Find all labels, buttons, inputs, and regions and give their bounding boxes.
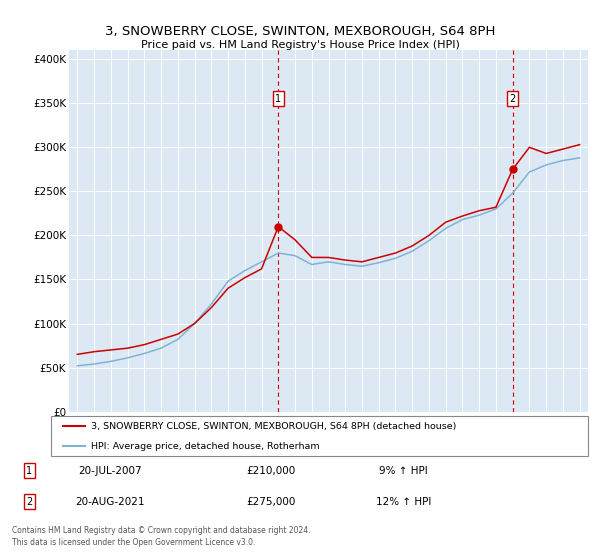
FancyBboxPatch shape bbox=[51, 416, 588, 456]
Text: 20-AUG-2021: 20-AUG-2021 bbox=[75, 497, 145, 507]
Text: 3, SNOWBERRY CLOSE, SWINTON, MEXBOROUGH, S64 8PH (detached house): 3, SNOWBERRY CLOSE, SWINTON, MEXBOROUGH,… bbox=[91, 422, 457, 431]
Text: 12% ↑ HPI: 12% ↑ HPI bbox=[376, 497, 431, 507]
Text: 9% ↑ HPI: 9% ↑ HPI bbox=[379, 466, 428, 476]
Text: Price paid vs. HM Land Registry's House Price Index (HPI): Price paid vs. HM Land Registry's House … bbox=[140, 40, 460, 50]
Text: 1: 1 bbox=[26, 466, 32, 476]
Text: Contains HM Land Registry data © Crown copyright and database right 2024.
This d: Contains HM Land Registry data © Crown c… bbox=[12, 526, 311, 547]
Text: 2: 2 bbox=[26, 497, 32, 507]
Text: HPI: Average price, detached house, Rotherham: HPI: Average price, detached house, Roth… bbox=[91, 442, 320, 451]
Text: 1: 1 bbox=[275, 94, 281, 104]
Text: 2: 2 bbox=[509, 94, 516, 104]
Text: 3, SNOWBERRY CLOSE, SWINTON, MEXBOROUGH, S64 8PH: 3, SNOWBERRY CLOSE, SWINTON, MEXBOROUGH,… bbox=[105, 25, 495, 38]
Text: 20-JUL-2007: 20-JUL-2007 bbox=[78, 466, 142, 476]
Text: £210,000: £210,000 bbox=[247, 466, 296, 476]
Text: £275,000: £275,000 bbox=[247, 497, 296, 507]
